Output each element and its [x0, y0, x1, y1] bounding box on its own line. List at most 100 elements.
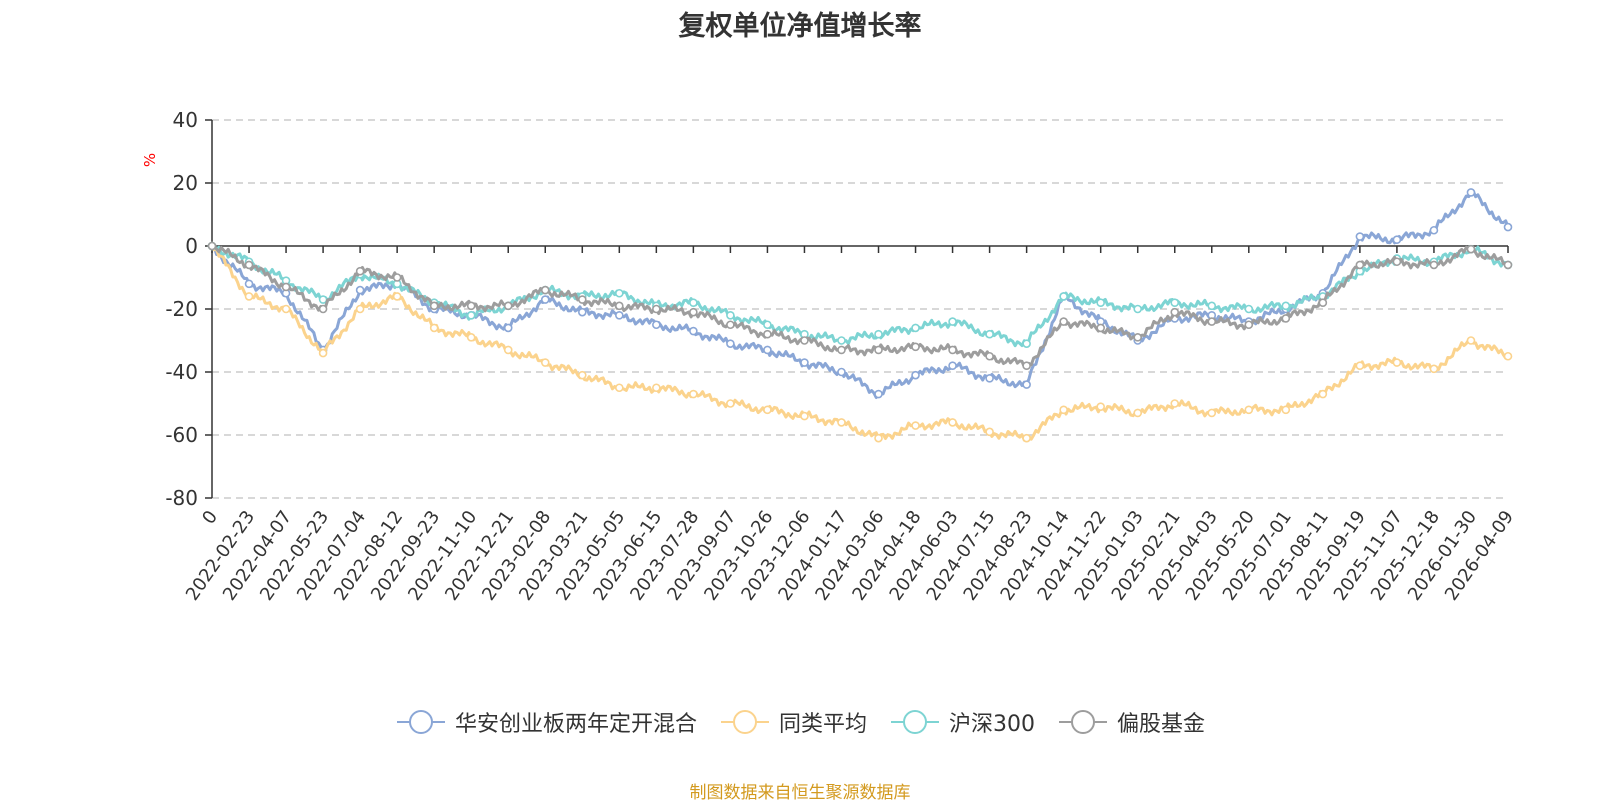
data-point[interactable]	[540, 295, 550, 304]
data-point[interactable]	[1096, 298, 1105, 308]
data-point[interactable]	[948, 361, 957, 371]
data-point[interactable]	[1503, 260, 1513, 270]
data-point[interactable]	[1133, 333, 1143, 342]
legend-item[interactable]: 同类平均	[719, 706, 867, 738]
data-point[interactable]	[1022, 380, 1031, 389]
data-point[interactable]	[1503, 222, 1513, 232]
data-point[interactable]	[763, 329, 772, 339]
data-point[interactable]	[1170, 298, 1180, 308]
data-point[interactable]	[1466, 188, 1476, 197]
data-point[interactable]	[244, 292, 254, 301]
data-point[interactable]	[652, 383, 661, 393]
data-point[interactable]	[652, 320, 661, 330]
data-point[interactable]	[1059, 405, 1068, 415]
data-point[interactable]	[800, 336, 809, 345]
data-point[interactable]	[429, 301, 439, 311]
data-point[interactable]	[503, 323, 513, 333]
data-point[interactable]	[985, 427, 994, 437]
data-point[interactable]	[540, 285, 550, 295]
data-point[interactable]	[355, 266, 365, 276]
data-point[interactable]	[318, 348, 328, 358]
data-point[interactable]	[1170, 307, 1180, 317]
data-point[interactable]	[615, 383, 624, 393]
data-point[interactable]	[503, 301, 513, 311]
data-point[interactable]	[1503, 351, 1513, 361]
data-point[interactable]	[392, 292, 402, 301]
data-point[interactable]	[985, 329, 994, 339]
data-point[interactable]	[1355, 361, 1365, 371]
data-point[interactable]	[615, 301, 624, 311]
data-point[interactable]	[726, 320, 735, 330]
data-point[interactable]	[1318, 298, 1328, 308]
data-point[interactable]	[948, 345, 957, 355]
data-point[interactable]	[726, 310, 735, 320]
data-point[interactable]	[1429, 364, 1439, 374]
data-point[interactable]	[540, 358, 550, 367]
data-point[interactable]	[652, 304, 661, 314]
data-point[interactable]	[1429, 260, 1439, 270]
data-point[interactable]	[985, 351, 994, 361]
data-point[interactable]	[503, 345, 513, 355]
legend-item[interactable]: 华安创业板两年定开混合	[395, 706, 697, 738]
data-point[interactable]	[874, 389, 883, 399]
data-point[interactable]	[1207, 301, 1217, 311]
data-point[interactable]	[837, 367, 846, 377]
data-point[interactable]	[911, 421, 920, 430]
data-point[interactable]	[1281, 314, 1291, 323]
data-point[interactable]	[466, 310, 476, 320]
data-point[interactable]	[1392, 257, 1402, 267]
data-point[interactable]	[763, 405, 772, 415]
data-point[interactable]	[1022, 361, 1031, 371]
data-point[interactable]	[281, 282, 291, 292]
data-point[interactable]	[726, 339, 735, 348]
data-point[interactable]	[281, 304, 291, 314]
legend-item[interactable]: 沪深300	[889, 706, 1035, 738]
data-point[interactable]	[689, 298, 698, 308]
data-point[interactable]	[837, 418, 846, 427]
data-point[interactable]	[1355, 232, 1365, 241]
data-point[interactable]	[1392, 358, 1402, 367]
data-point[interactable]	[466, 301, 476, 311]
data-point[interactable]	[1392, 235, 1402, 244]
data-point[interactable]	[1170, 399, 1180, 408]
data-point[interactable]	[1281, 301, 1291, 311]
data-point[interactable]	[911, 323, 920, 333]
data-point[interactable]	[1244, 405, 1254, 415]
data-point[interactable]	[726, 399, 735, 408]
data-point[interactable]	[1318, 389, 1328, 399]
data-point[interactable]	[1466, 336, 1476, 345]
data-point[interactable]	[948, 418, 957, 427]
data-point[interactable]	[689, 307, 698, 317]
data-point[interactable]	[429, 323, 439, 333]
data-point[interactable]	[1466, 244, 1476, 254]
data-point[interactable]	[1096, 402, 1105, 411]
data-point[interactable]	[911, 342, 920, 352]
data-point[interactable]	[1096, 323, 1105, 333]
data-point[interactable]	[615, 288, 624, 298]
data-point[interactable]	[1133, 408, 1143, 418]
data-point[interactable]	[392, 273, 402, 282]
data-point[interactable]	[800, 358, 809, 367]
data-point[interactable]	[763, 345, 772, 355]
data-point[interactable]	[615, 310, 624, 320]
data-point[interactable]	[1207, 408, 1217, 418]
legend-item[interactable]: 偏股基金	[1057, 706, 1205, 738]
data-point[interactable]	[1281, 405, 1291, 415]
data-point[interactable]	[874, 345, 883, 355]
data-point[interactable]	[1207, 317, 1217, 326]
data-point[interactable]	[577, 370, 587, 380]
data-point[interactable]	[207, 241, 217, 251]
data-point[interactable]	[1244, 304, 1254, 314]
data-point[interactable]	[318, 304, 328, 314]
data-point[interactable]	[911, 370, 920, 380]
data-point[interactable]	[1022, 339, 1031, 348]
data-point[interactable]	[244, 260, 254, 270]
data-point[interactable]	[577, 307, 587, 317]
data-point[interactable]	[1355, 260, 1365, 270]
data-point[interactable]	[466, 333, 476, 342]
data-point[interactable]	[1059, 317, 1068, 326]
data-point[interactable]	[948, 317, 957, 326]
data-point[interactable]	[1059, 292, 1068, 301]
data-point[interactable]	[837, 336, 846, 345]
data-point[interactable]	[1022, 433, 1031, 443]
